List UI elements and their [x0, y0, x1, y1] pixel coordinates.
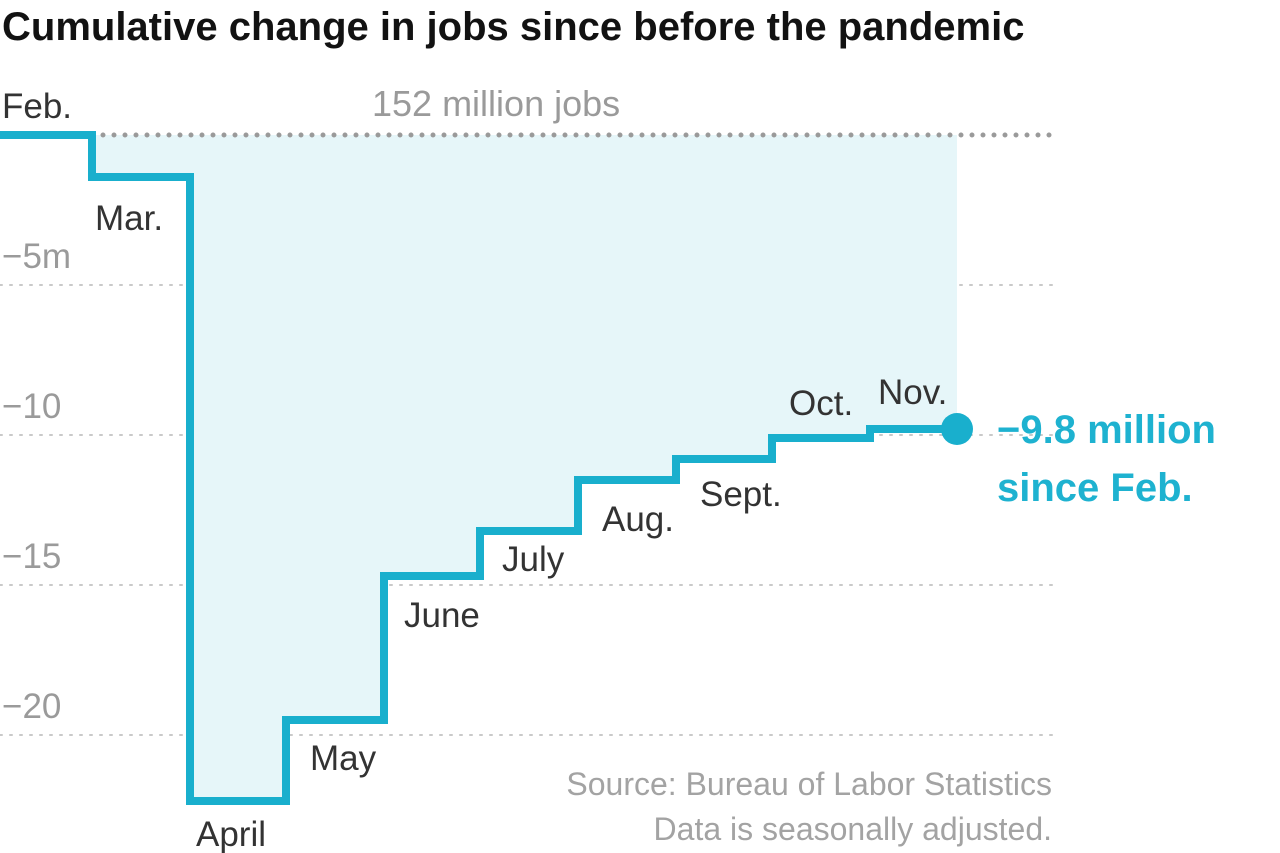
- month-label: Oct.: [789, 384, 853, 423]
- month-label: Aug.: [602, 500, 674, 539]
- series-line: [0, 131, 957, 805]
- month-label: Mar.: [95, 199, 163, 238]
- callout-subtext: since Feb.: [997, 466, 1193, 510]
- end-point: [941, 413, 973, 445]
- month-label: May: [310, 739, 377, 778]
- area-fill: [0, 135, 957, 801]
- y-tick-label: −20: [2, 687, 61, 726]
- month-label: July: [502, 540, 565, 579]
- chart-title: Cumulative change in jobs since before t…: [2, 5, 1024, 49]
- adjustment-note: Data is seasonally adjusted.: [654, 811, 1052, 847]
- y-tick-label: −10: [2, 387, 61, 426]
- source-note: Source: Bureau of Labor Statistics: [566, 766, 1052, 802]
- y-axis-ticks: −5m −10 −15 −20: [2, 237, 71, 726]
- y-tick-label: −5m: [2, 237, 71, 276]
- month-label: June: [404, 596, 480, 635]
- month-labels: Feb. Mar. April May June July Aug. Sept. Oct. Nov…: [2, 87, 947, 853]
- month-label: Nov.: [878, 373, 947, 412]
- y-tick-label: −15: [2, 537, 61, 576]
- month-label: April: [196, 815, 266, 853]
- callout-value: −9.8 million: [997, 408, 1216, 452]
- month-label: Feb.: [2, 87, 72, 126]
- month-label: Sept.: [700, 475, 782, 514]
- baseline-label: 152 million jobs: [372, 83, 620, 124]
